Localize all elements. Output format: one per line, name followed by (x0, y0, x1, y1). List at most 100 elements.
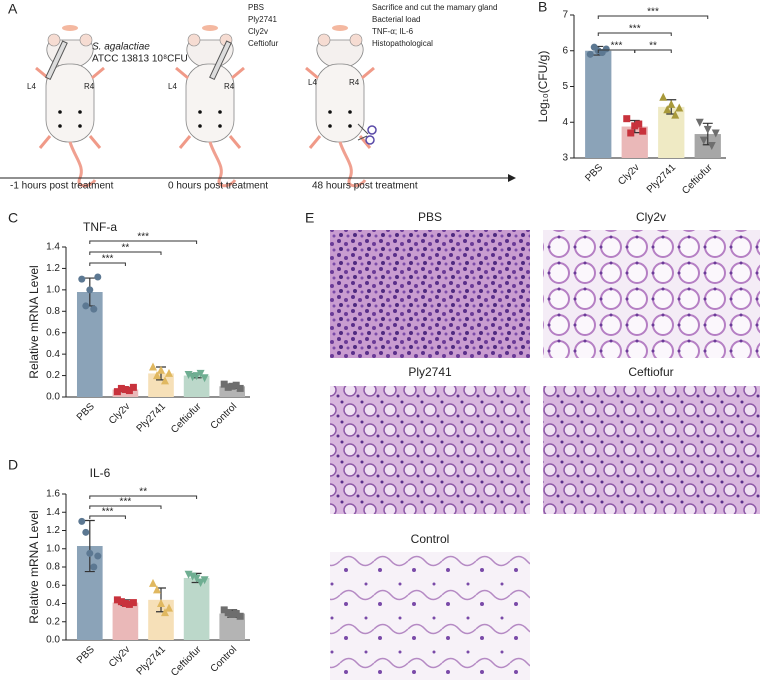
significance-label: ** (122, 243, 130, 254)
x-tick-label: Ceftiofur (680, 162, 715, 197)
data-point (200, 374, 209, 383)
data-point (232, 610, 240, 618)
treatment: Ply2741 (248, 15, 277, 24)
timeline-label: -1 hours post treatment (10, 181, 114, 192)
x-tick-label: Cly2v (616, 162, 641, 187)
y-tick-label: 0.6 (46, 327, 60, 338)
data-point (78, 275, 86, 283)
y-tick-label: 0.8 (46, 306, 60, 317)
data-point (196, 579, 205, 588)
x-tick-label: Ply2741 (135, 401, 169, 435)
data-point (699, 136, 708, 145)
significance-label: ** (139, 487, 147, 498)
data-point (184, 371, 193, 379)
x-tick-label: Control (209, 401, 240, 432)
significance-bracket (597, 49, 636, 53)
data-point (157, 599, 165, 607)
panel-label: C (8, 210, 18, 226)
data-point (121, 386, 129, 393)
data-point (200, 576, 209, 585)
y-tick-label: 0.4 (46, 349, 60, 360)
timeline-arrow (508, 174, 516, 182)
data-point (631, 122, 639, 130)
data-point (161, 608, 169, 617)
data-point (659, 92, 668, 101)
histology-image (330, 552, 530, 680)
site: R4 (349, 78, 360, 87)
data-point (153, 371, 161, 380)
y-axis-label: Relative mRNA Level (27, 265, 41, 378)
y-tick-label: 5 (562, 81, 568, 92)
data-point (157, 365, 165, 374)
treatment: Ceftiofur (248, 39, 279, 48)
significance-label: *** (102, 254, 114, 265)
y-axis-label: Relative mRNA Level (27, 510, 41, 623)
data-point (129, 599, 137, 607)
data-point (90, 305, 98, 313)
y-tick-label: 0.2 (46, 370, 60, 381)
data-point (149, 578, 157, 587)
bar (585, 50, 612, 158)
y-tick-label: 1.6 (46, 489, 60, 500)
significance-bracket (89, 505, 162, 509)
data-point (663, 105, 672, 114)
data-point (113, 388, 121, 396)
data-point (82, 302, 90, 310)
significance-label: *** (629, 24, 641, 35)
data-point (153, 585, 161, 594)
site: R4 (224, 82, 235, 91)
y-tick-label: 0.6 (46, 580, 60, 591)
data-point (129, 383, 137, 391)
significance-label: *** (120, 497, 132, 508)
data-point (236, 612, 244, 620)
histology-image (330, 230, 530, 358)
histology-image (543, 230, 760, 358)
y-tick-label: 1.4 (46, 507, 60, 518)
data-point (220, 606, 228, 614)
y-tick-label: 7 (562, 10, 568, 21)
data-point (196, 369, 205, 378)
bar (183, 577, 210, 640)
y-tick-label: 3 (562, 153, 568, 164)
data-point (94, 552, 102, 560)
dose: ATCC 13813 10⁸CFU (92, 54, 188, 65)
data-point (707, 141, 716, 150)
panel-label: D (8, 457, 18, 473)
y-tick-label: 1.4 (46, 242, 60, 253)
x-tick-label: PBS (75, 644, 97, 666)
y-tick-label: 0.0 (46, 392, 60, 403)
data-point (228, 382, 236, 390)
data-point (224, 383, 232, 391)
endpoint: TNF-α; IL-6 (372, 27, 414, 36)
pathogen: S. agalactiae (92, 42, 150, 53)
data-point (78, 517, 86, 525)
bar (112, 602, 139, 640)
data-point (125, 387, 133, 395)
endpoint: Histopathological (372, 39, 433, 48)
timeline-label: 48 hours post treatment (312, 181, 418, 192)
data-point (695, 118, 704, 127)
image-label: Ceftiofur (628, 365, 673, 379)
y-tick-label: 1.2 (46, 263, 60, 274)
x-tick-label: Ply2741 (135, 644, 169, 678)
endpoint: Sacrifice and cut the mamary gland (372, 3, 497, 12)
data-point (602, 45, 610, 53)
x-tick-label: Control (209, 644, 240, 675)
data-point (192, 372, 201, 381)
image-label: Ply2741 (408, 365, 452, 379)
y-tick-label: 6 (562, 45, 568, 56)
significance-bracket (89, 515, 126, 519)
data-point (117, 384, 125, 392)
y-tick-label: 1.2 (46, 525, 60, 536)
data-point (671, 110, 680, 119)
y-tick-label: 0.0 (46, 635, 60, 646)
scissors (357, 123, 377, 145)
panel-label: E (305, 210, 314, 226)
site: L4 (27, 82, 36, 91)
syringe (45, 40, 68, 81)
bar (76, 292, 103, 397)
x-tick-label: Ply2741 (645, 162, 679, 196)
data-point (165, 603, 173, 612)
significance-label: *** (137, 232, 149, 243)
